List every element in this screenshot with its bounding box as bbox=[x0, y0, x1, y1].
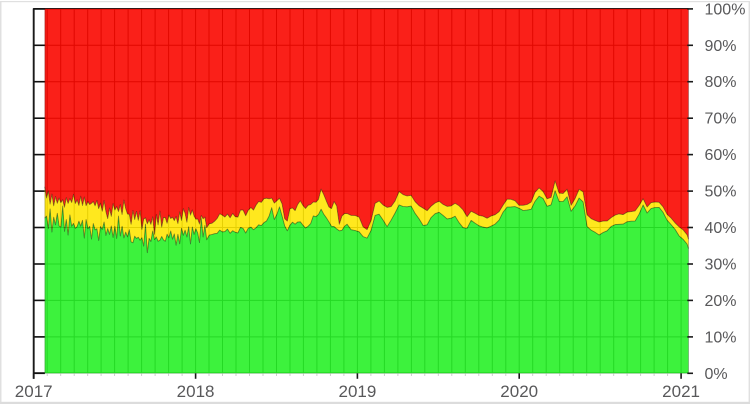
svg-text:10%: 10% bbox=[705, 329, 737, 346]
svg-text:2020: 2020 bbox=[500, 382, 538, 401]
svg-text:70%: 70% bbox=[705, 111, 737, 128]
svg-text:2019: 2019 bbox=[338, 382, 376, 401]
svg-text:80%: 80% bbox=[705, 74, 737, 91]
svg-text:2017: 2017 bbox=[15, 382, 53, 401]
svg-text:20%: 20% bbox=[705, 293, 737, 310]
svg-text:100%: 100% bbox=[705, 1, 746, 18]
svg-text:40%: 40% bbox=[705, 220, 737, 237]
svg-text:0%: 0% bbox=[705, 366, 728, 383]
svg-text:90%: 90% bbox=[705, 38, 737, 55]
svg-text:60%: 60% bbox=[705, 147, 737, 164]
svg-text:50%: 50% bbox=[705, 184, 737, 201]
svg-text:30%: 30% bbox=[705, 257, 737, 274]
svg-text:2021: 2021 bbox=[662, 382, 700, 401]
svg-text:2018: 2018 bbox=[177, 382, 215, 401]
